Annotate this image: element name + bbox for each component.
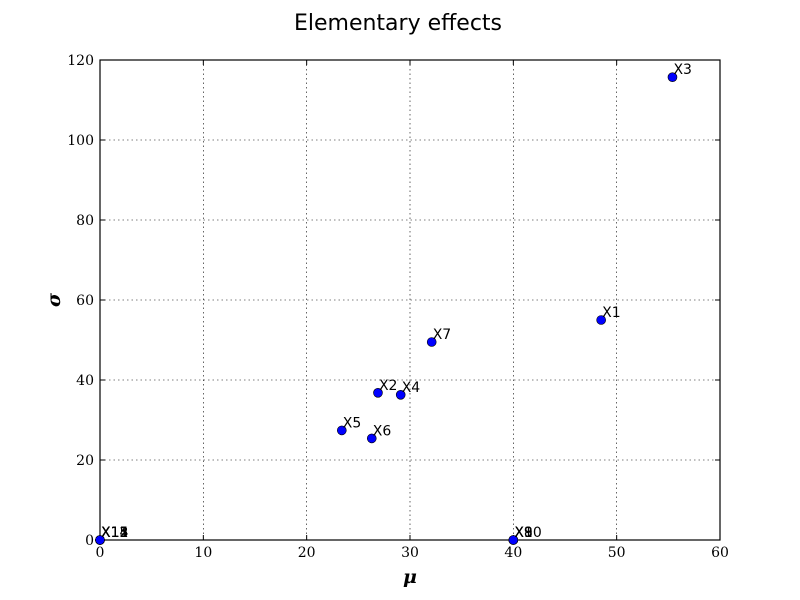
data-label-x1: X1 [602,305,621,321]
data-point-x4 [395,389,406,400]
data-label-x9: X9 [514,525,533,541]
x-tick-label: 10 [194,545,212,561]
data-label-x14: X14 [101,525,128,541]
y-axis-label: σ [43,292,65,307]
y-tick-label: 0 [85,533,94,549]
data-label-x3: X3 [673,62,692,78]
data-point-x10 [508,535,519,545]
data-point-x15 [95,535,105,545]
x-tick-label: 0 [96,545,105,561]
y-tick-label: 80 [76,213,94,229]
data-label-x10: X10 [514,525,541,541]
x-tick-label: 30 [401,545,419,561]
data-point-x7 [426,337,437,347]
y-tick-label: 100 [67,133,94,149]
chart-title: Elementary effects [294,11,502,36]
data-point-x5 [336,425,347,436]
data-label-x8: X8 [514,525,533,541]
data-label-x6: X6 [373,423,392,439]
data-label-x5: X5 [343,415,362,431]
y-tick-label: 20 [76,453,94,469]
data-label-x7: X7 [433,327,452,343]
data-label-x11: X11 [101,525,128,541]
data-point-x2 [373,387,383,398]
data-point-x1 [596,315,606,325]
data-label-x4: X4 [402,380,421,396]
data-label-x15: X15 [101,525,128,541]
data-point-x3 [667,72,678,82]
grid [99,59,721,541]
y-tick-label: 40 [76,373,94,389]
data-label-x2: X2 [379,378,398,394]
x-tick-label: 60 [711,545,729,561]
data-point-x6 [366,433,377,444]
x-tick-label: 20 [298,545,316,561]
y-tick-label: 120 [67,53,94,69]
x-tick-label: 40 [504,545,522,561]
x-tick-label: 50 [608,545,626,561]
data-label-x12: X12 [101,525,128,541]
y-tick-label: 60 [76,293,94,309]
axis-ticks: 0 10 20 30 40 50 60 0 20 40 60 80 100 120 [67,53,729,561]
x-axis-label: μ [403,566,417,588]
data-label-x13: X13 [101,525,128,541]
